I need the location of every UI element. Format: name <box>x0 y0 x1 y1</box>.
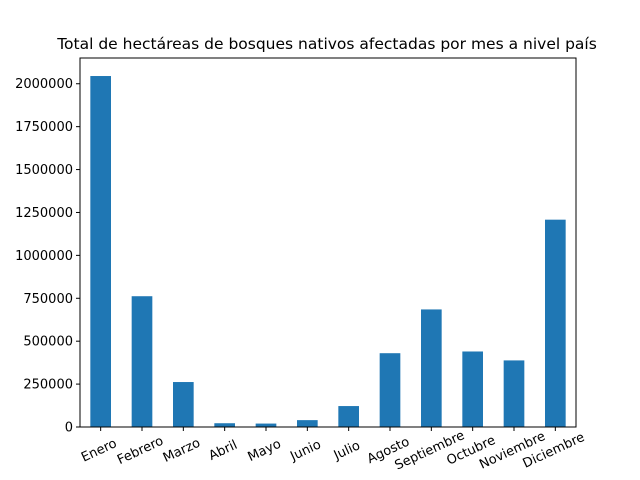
chart-title: Total de hectáreas de bosques nativos af… <box>56 35 597 53</box>
y-tick-label: 750000 <box>23 292 73 307</box>
bar-agosto <box>379 353 401 427</box>
y-tick-label: 0 <box>65 421 73 436</box>
x-tick-label: Junio <box>287 437 323 465</box>
plot-frame <box>79 57 577 428</box>
x-tick-label: Febrero <box>115 434 166 468</box>
y-tick-label: 250000 <box>23 378 73 393</box>
bar-febrero <box>131 296 153 427</box>
bar-octubre <box>462 351 483 427</box>
bar-noviembre <box>503 360 525 427</box>
y-tick-label: 1750000 <box>15 120 73 135</box>
x-tick-label: Abril <box>207 438 240 464</box>
y-axis: 0 250000 500000 750000 1000000 1250000 1500000… <box>15 77 80 436</box>
bar-mayo <box>255 423 277 427</box>
y-tick-label: 1250000 <box>15 206 73 221</box>
x-tick-label: Mayo <box>246 437 284 465</box>
bar-enero <box>90 76 111 427</box>
bar-marzo <box>173 382 194 427</box>
bar-abril <box>214 423 235 427</box>
bar-diciembre <box>545 219 566 427</box>
y-tick-label: 2000000 <box>15 77 73 92</box>
x-tick-label: Julio <box>331 438 363 464</box>
bar-septiembre <box>421 309 442 427</box>
x-tick-label: Enero <box>79 436 119 465</box>
x-tick-label: Marzo <box>161 436 203 466</box>
bar-junio <box>297 420 318 427</box>
y-tick-label: 500000 <box>23 335 73 350</box>
bars-group <box>90 76 566 427</box>
bar-julio <box>338 406 359 427</box>
y-tick-label: 1500000 <box>15 163 73 178</box>
y-tick-label: 1000000 <box>15 249 73 264</box>
